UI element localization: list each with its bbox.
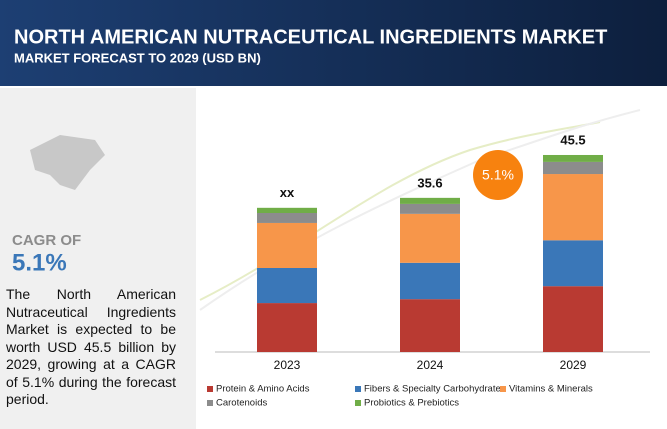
- chart-subtitle: MARKET FORECAST TO 2029 (USD BN): [14, 50, 261, 65]
- total-label: xx: [280, 185, 295, 200]
- legend-swatch: [500, 386, 506, 392]
- bar-segment: [543, 240, 603, 287]
- legend-label: Vitamins & Minerals: [509, 384, 593, 395]
- bar-segment: [257, 207, 317, 214]
- bar-segment: [257, 213, 317, 223]
- legend-swatch: [207, 386, 213, 392]
- x-tick-label: 2023: [274, 358, 301, 372]
- bar-segment: [543, 161, 603, 175]
- bar-segment: [257, 267, 317, 304]
- map-icon: [30, 135, 105, 190]
- legend-swatch: [355, 386, 361, 392]
- bar-segment: [257, 303, 317, 352]
- bar-segment: [400, 203, 460, 214]
- description: The North American Nutraceutical Ingredi…: [6, 286, 176, 407]
- bar-segment: [400, 213, 460, 263]
- cagr-bubble: [473, 150, 523, 200]
- bar-segment: [400, 299, 460, 352]
- bubble-label: 5.1%: [482, 167, 514, 183]
- bar-segment: [543, 154, 603, 162]
- legend-label: Carotenoids: [216, 398, 267, 409]
- chart-title: NORTH AMERICAN NUTRACEUTICAL INGREDIENTS…: [14, 26, 607, 48]
- x-tick-label: 2029: [560, 358, 587, 372]
- total-label: 45.5: [560, 132, 585, 147]
- legend-swatch: [207, 400, 213, 406]
- header-band: [0, 0, 667, 86]
- legend-label: Probiotics & Prebiotics: [364, 398, 459, 409]
- legend-label: Fibers & Specialty Carbohydrates: [364, 384, 506, 395]
- bar-segment: [400, 262, 460, 300]
- x-tick-label: 2024: [417, 358, 444, 372]
- legend-swatch: [355, 400, 361, 406]
- bar-segment: [543, 286, 603, 352]
- legend-label: Protein & Amino Acids: [216, 384, 310, 395]
- bar-segment: [257, 222, 317, 268]
- bar-segment: [543, 174, 603, 241]
- total-label: 35.6: [417, 175, 442, 190]
- cagr-heading: CAGR OF: [12, 232, 81, 249]
- cagr-value: 5.1%: [12, 249, 67, 276]
- bar-segment: [400, 197, 460, 204]
